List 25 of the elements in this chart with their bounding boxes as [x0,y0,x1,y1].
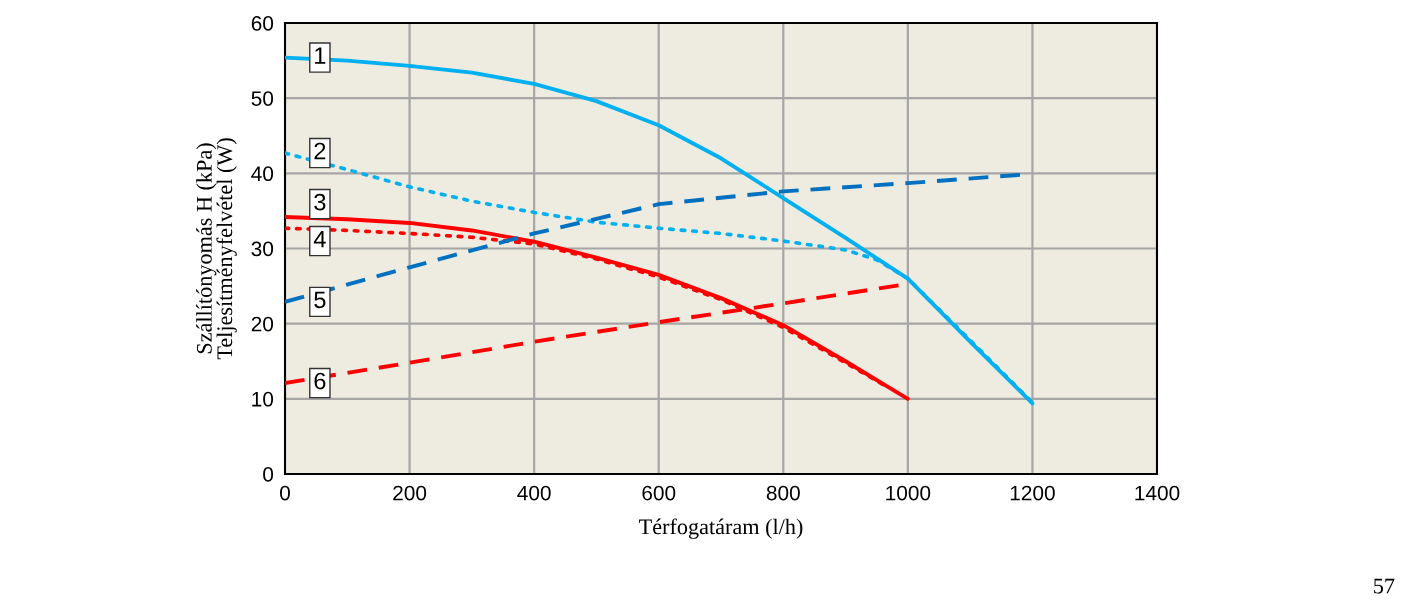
x-tick-label: 800 [766,485,800,501]
text: 57 [1374,578,1395,594]
series-label: 6 [314,372,326,390]
y-tick-label: 0 [263,467,274,482]
y-tick-label: 50 [251,91,274,106]
series-label: 4 [313,230,326,248]
series-label: 1 [315,47,326,64]
x-tick-label: 400 [517,485,551,501]
x-tick-label: 200 [393,485,427,501]
y-tick-label: 40 [251,166,274,182]
y-tick-label: 60 [251,16,274,31]
series-label: 5 [314,291,326,309]
y-tick-label: 20 [251,316,274,332]
series-label: 2 [314,142,326,160]
y-axis-title: Szállítónyomás H (kPa) Teljesítményfelvétel (W) [196,138,237,360]
x-tick-label: 1200 [1010,485,1055,501]
x-axis-title: Térfogatáram (l/h) [639,518,803,539]
x-tick-label: 600 [642,485,676,501]
y-tick-label: 30 [251,241,274,257]
x-tick-label: 1400 [1135,485,1180,501]
x-tick-label: 1000 [886,485,931,501]
y-tick-label: 10 [252,391,274,407]
series-label: 3 [314,193,326,211]
x-tick-label: 0 [280,485,290,501]
line-series [285,214,910,401]
